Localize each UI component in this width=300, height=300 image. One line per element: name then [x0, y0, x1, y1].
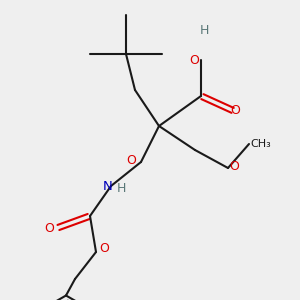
- Text: O: O: [99, 242, 109, 256]
- Text: H: H: [199, 23, 209, 37]
- Text: O: O: [231, 104, 240, 118]
- Text: CH₃: CH₃: [250, 139, 271, 149]
- Text: H: H: [117, 182, 126, 196]
- Text: O: O: [230, 160, 239, 173]
- Text: O: O: [127, 154, 136, 167]
- Text: O: O: [190, 53, 200, 67]
- Text: O: O: [44, 221, 54, 235]
- Text: N: N: [103, 179, 112, 193]
